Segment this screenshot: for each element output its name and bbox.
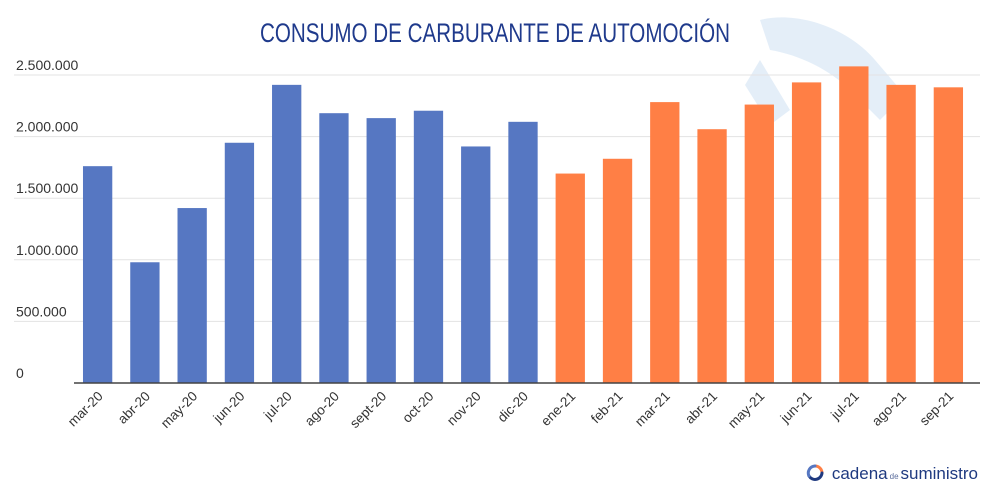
- x-tick-label: sep-21: [917, 389, 957, 429]
- y-tick-label: 0: [16, 365, 24, 381]
- bar-feb-21: [602, 158, 633, 383]
- x-tick-label: ago-20: [302, 389, 342, 429]
- bars: [82, 66, 964, 384]
- bar-abr-21: [697, 129, 727, 383]
- fuel-nozzle-watermark-icon: [745, 17, 905, 125]
- x-tick-label: jun-20: [210, 389, 248, 427]
- bar-ene-21: [555, 173, 585, 383]
- brand-text-suministro: suministro: [900, 464, 978, 483]
- bar-ago-21: [886, 84, 916, 383]
- y-axis-ticks: 0 500.000 1.000.000 1.500.000 2.000.000 2.500…: [16, 57, 78, 381]
- bar-ago-20: [319, 113, 349, 383]
- bar-jun-20: [224, 142, 255, 383]
- x-tick-label: dic-20: [495, 389, 532, 426]
- bar-mar-21: [650, 102, 680, 383]
- y-tick-label: 1.000.000: [16, 242, 78, 258]
- x-axis-ticks: mar-20 abr-20 may-20 jun-20 jul-20 ago-20 sept…: [65, 389, 957, 431]
- bar-nov-20: [461, 146, 491, 383]
- bar-may-20: [177, 208, 207, 383]
- x-tick-label: abr-21: [682, 389, 720, 427]
- bar-mar-20: [82, 166, 113, 383]
- bar-abr-20: [130, 262, 160, 383]
- bar-sep-21: [933, 87, 964, 383]
- bar-jul-21: [839, 66, 869, 383]
- brand-text-cadena: cadena: [831, 464, 888, 483]
- x-tick-label: sept-20: [347, 389, 389, 431]
- x-tick-label: ago-21: [869, 389, 909, 429]
- bar-may-21: [744, 104, 774, 384]
- x-tick-label: mar-21: [632, 389, 673, 430]
- y-tick-label: 500.000: [16, 303, 67, 319]
- bar-jul-20: [272, 84, 302, 383]
- brand-text-de: de: [889, 472, 899, 481]
- x-tick-label: jul-20: [260, 389, 295, 424]
- x-tick-label: mar-20: [65, 389, 106, 430]
- bar-sept-20: [366, 118, 396, 384]
- bar-jun-21: [791, 82, 822, 383]
- x-tick-label: abr-20: [115, 389, 153, 427]
- bar-oct-20: [413, 110, 444, 383]
- chart-title: CONSUMO DE CARBURANTE DE AUTOMOCIÓN: [260, 17, 730, 48]
- x-tick-label: nov-20: [444, 389, 484, 429]
- y-tick-label: 1.500.000: [16, 180, 78, 196]
- bar-dic-20: [508, 121, 538, 383]
- x-tick-label: oct-20: [399, 389, 436, 426]
- y-tick-label: 2.000.000: [16, 119, 78, 135]
- x-tick-label: jul-21: [827, 389, 862, 424]
- x-tick-label: jun-21: [777, 389, 815, 427]
- x-tick-label: ene-21: [538, 389, 578, 429]
- x-tick-label: may-21: [725, 389, 767, 431]
- gridlines: [14, 74, 980, 322]
- y-tick-label: 2.500.000: [16, 57, 78, 73]
- x-tick-label: may-20: [158, 389, 200, 431]
- cadena-suministro-logo-icon: [806, 464, 824, 481]
- brand-logo: cadena de suministro: [806, 461, 978, 484]
- x-tick-label: feb-21: [588, 389, 626, 427]
